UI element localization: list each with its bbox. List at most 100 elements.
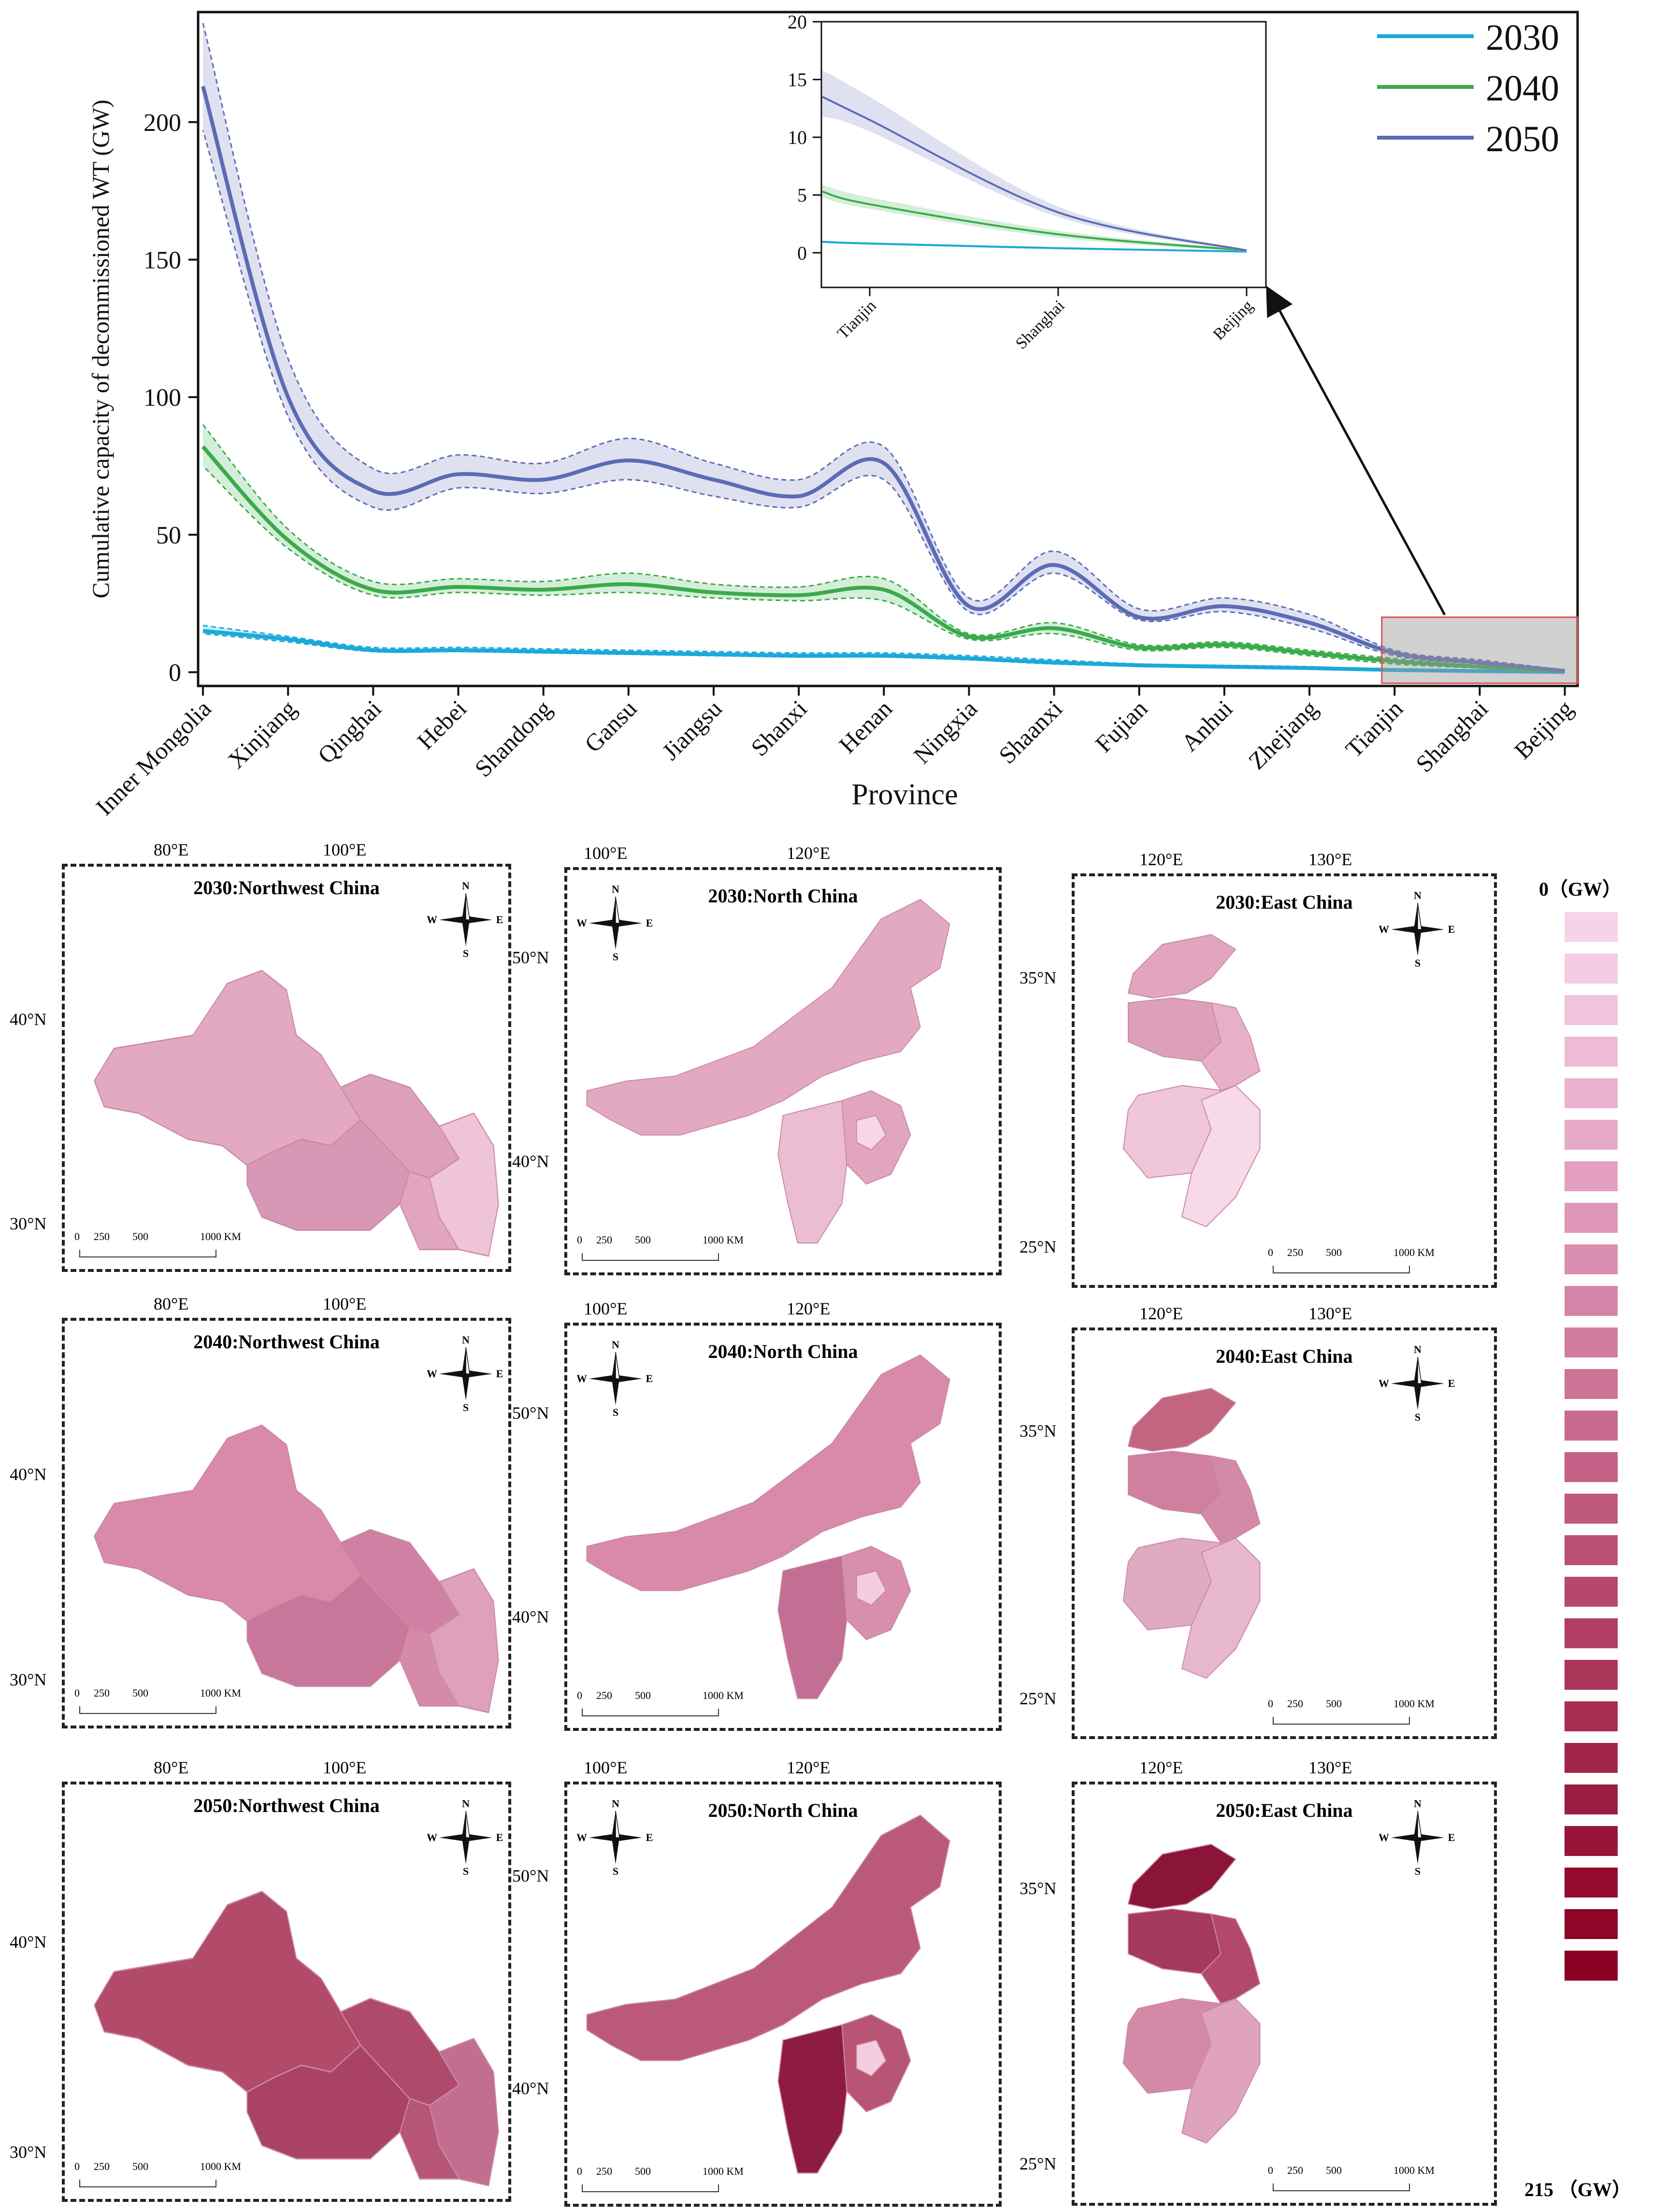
scale-label: 500 bbox=[635, 1234, 651, 1246]
province-region bbox=[1127, 1387, 1236, 1452]
scale-bar: 0 250 500 1000 KM bbox=[1268, 1246, 1461, 1275]
compass-rose-icon: N S E W bbox=[1379, 1343, 1455, 1423]
y-tick-label: 50 bbox=[156, 522, 181, 549]
scale-label: 1000 KM bbox=[200, 1687, 241, 1699]
compass-s: S bbox=[463, 947, 469, 959]
map-panel: 2050:North China N S E W 0 250 500 1000 KM bbox=[564, 1782, 1002, 2207]
map-title: 2030:Northwest China bbox=[193, 877, 380, 899]
inset-y-tick-label: 5 bbox=[797, 185, 807, 206]
compass-w: W bbox=[427, 1368, 437, 1380]
scale-bar: 0 250 500 1000 KM bbox=[74, 1230, 268, 1259]
scale-bar: 0 250 500 1000 KM bbox=[74, 2160, 268, 2189]
legend-swatch bbox=[1565, 954, 1618, 984]
scale-bar-line bbox=[1273, 1717, 1410, 1725]
scale-label: 0 bbox=[74, 1230, 80, 1242]
province-region bbox=[777, 2024, 847, 2174]
scale-label: 1000 KM bbox=[703, 2165, 744, 2177]
province-region bbox=[856, 2040, 887, 2077]
legend-swatch bbox=[1565, 1535, 1618, 1565]
compass-n: N bbox=[612, 1798, 619, 1810]
province-region bbox=[1128, 1450, 1221, 1515]
scale-label: 0 bbox=[1268, 1246, 1273, 1258]
scale-label: 500 bbox=[132, 2160, 148, 2172]
scale-bar: 0 250 500 1000 KM bbox=[577, 1234, 770, 1263]
legend-swatch bbox=[1565, 1618, 1618, 1648]
scale-label: 500 bbox=[1326, 1698, 1342, 1710]
inset-series-2030-line bbox=[822, 241, 1247, 253]
scale-label: 250 bbox=[596, 2165, 612, 2177]
scale-label: 1000 KM bbox=[200, 2160, 241, 2172]
legend-swatch bbox=[1565, 1286, 1618, 1316]
zoom-highlight-box bbox=[1381, 616, 1579, 684]
scale-label: 1000 KM bbox=[200, 1230, 241, 1242]
latitude-label: 30°N bbox=[10, 1670, 47, 1689]
x-tick-label: Beijing bbox=[1509, 695, 1579, 764]
map-title: 2030:East China bbox=[1216, 891, 1353, 913]
x-tick-label: Xinjiang bbox=[223, 695, 302, 773]
x-tick-label: Anhui bbox=[1176, 695, 1238, 756]
compass-w: W bbox=[1379, 1831, 1389, 1843]
series-2040-line bbox=[201, 445, 1565, 673]
inset-series-2040-line bbox=[822, 190, 1247, 252]
province-region bbox=[1181, 1998, 1261, 2144]
province-region bbox=[429, 2038, 499, 2186]
province-region bbox=[429, 1113, 499, 1257]
latitude-label: 25°N bbox=[1020, 1688, 1057, 1708]
scale-bar-line bbox=[79, 2180, 216, 2187]
province-region bbox=[93, 970, 361, 1166]
map-title: 2050:North China bbox=[708, 1799, 858, 1821]
compass-w: W bbox=[427, 1831, 437, 1843]
scale-label: 500 bbox=[1326, 1246, 1342, 1258]
compass-s: S bbox=[463, 1865, 469, 1877]
longitude-label: 100°E bbox=[584, 1758, 628, 1777]
scale-bar: 0 250 500 1000 KM bbox=[1268, 1698, 1461, 1727]
inset-x-tick-label: Shanghai bbox=[1012, 297, 1068, 353]
latitude-label: 35°N bbox=[1020, 1878, 1057, 1898]
map-title: 2030:North China bbox=[708, 885, 858, 907]
province-region bbox=[856, 1570, 887, 1606]
scale-label: 0 bbox=[577, 2165, 582, 2177]
longitude-label: 120°E bbox=[787, 843, 831, 863]
latitude-label: 50°N bbox=[512, 1403, 549, 1423]
compass-rose-icon: N S E W bbox=[577, 883, 653, 963]
compass-e: E bbox=[496, 1368, 503, 1380]
scale-label: 1000 KM bbox=[1393, 2164, 1435, 2176]
compass-rose-icon: N S E W bbox=[427, 1798, 503, 1877]
x-tick-label: Hebei bbox=[412, 695, 472, 755]
scale-label: 1000 KM bbox=[703, 1234, 744, 1246]
scale-label: 500 bbox=[132, 1230, 148, 1242]
series-2030-upper bbox=[202, 625, 1565, 672]
longitude-label: 100°E bbox=[323, 1758, 367, 1777]
legend-swatch bbox=[1565, 1826, 1618, 1856]
legend-swatch bbox=[1565, 1452, 1618, 1482]
province-region bbox=[93, 1890, 361, 2093]
province-region bbox=[586, 1354, 950, 1591]
longitude-label: 120°E bbox=[1139, 1758, 1183, 1777]
province-region bbox=[1127, 1843, 1236, 1910]
compass-s: S bbox=[463, 1401, 469, 1413]
legend-swatch bbox=[1565, 1743, 1618, 1773]
latitude-label: 50°N bbox=[512, 947, 549, 967]
legend-swatch bbox=[1565, 1660, 1618, 1690]
longitude-label: 80°E bbox=[154, 1294, 189, 1313]
longitude-label: 120°E bbox=[787, 1299, 831, 1318]
y-tick-label: 200 bbox=[144, 109, 181, 137]
zoom-arrow bbox=[1266, 285, 1446, 615]
compass-e: E bbox=[1448, 1831, 1455, 1843]
legend-scale-top-label: 0（GW） bbox=[1539, 878, 1622, 900]
compass-e: E bbox=[646, 1831, 653, 1843]
legend-swatch bbox=[1565, 1701, 1618, 1731]
series-2040-lower bbox=[202, 465, 1565, 672]
province-region bbox=[777, 1100, 847, 1244]
scale-label: 0 bbox=[577, 1234, 582, 1246]
compass-n: N bbox=[1414, 889, 1422, 901]
compass-n: N bbox=[1414, 1798, 1422, 1810]
legend-swatch bbox=[1565, 1369, 1618, 1399]
province-map bbox=[93, 1424, 499, 1713]
province-region bbox=[246, 1119, 411, 1231]
legend-swatch bbox=[1565, 1784, 1618, 1814]
province-region bbox=[399, 1170, 460, 1251]
scale-bar-line bbox=[582, 1253, 719, 1261]
inset-x-tick-label: Tianjin bbox=[834, 297, 880, 343]
